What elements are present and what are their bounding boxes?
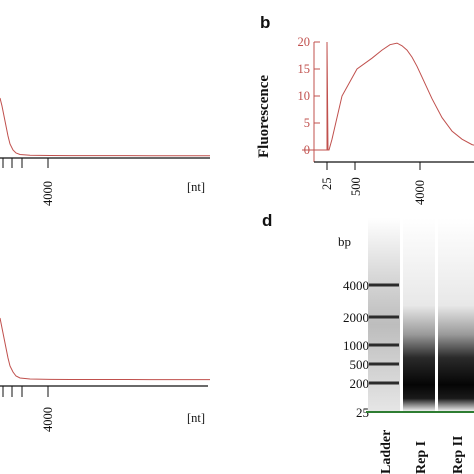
panel-b-tick-label-500: 500 (349, 177, 363, 196)
panel-d-size-unit: bp (338, 234, 351, 249)
lane-label-rep-1: Rep I (414, 441, 429, 474)
panel-b-y-tick-label: 10 (298, 89, 311, 103)
panel-c: 4000 [nt] (0, 317, 210, 432)
panel-c-x-unit: [nt] (187, 411, 205, 425)
ladder-label: 200 (350, 376, 370, 391)
panel-a-x-unit: [nt] (187, 180, 205, 194)
panel-b-y-axis-label: Fluorescence (256, 75, 272, 158)
ladder-labels: 4000 2000 1000 500 200 25 (343, 278, 369, 420)
ladder-label: 25 (356, 405, 369, 420)
panel-a: 4000 [nt] (0, 97, 210, 206)
ladder-label: 2000 (343, 310, 369, 325)
lane-label-rep-2: Rep II (451, 435, 466, 474)
panel-b-y-tick-label: 20 (298, 35, 311, 49)
panel-a-tick-label-4000: 4000 (41, 181, 55, 206)
panel-c-series-line (0, 317, 210, 381)
panel-d: d bp 4000 2000 1000 500 200 25 Ladder Rep I R… (262, 211, 474, 474)
ladder-band (369, 283, 399, 287)
panel-c-tick-label-4000: 4000 (41, 407, 55, 432)
ladder-band (369, 381, 399, 385)
ladder-label: 500 (350, 357, 370, 372)
panel-d-letter: d (262, 211, 272, 230)
gel-lane-rep-2 (438, 218, 474, 412)
panel-b-y-tick-label: 5 (304, 116, 310, 130)
panel-b-letter: b (260, 13, 270, 32)
panel-b-y-tick-label: 15 (298, 62, 311, 76)
panel-b-tick-label-25: 25 (320, 178, 334, 191)
panel-b-series-line (302, 41, 474, 151)
ladder-band (369, 315, 399, 319)
ladder-band (369, 343, 399, 347)
panel-a-series-line (0, 97, 210, 157)
gel-lane-rep-1 (403, 218, 435, 412)
ladder-label: 1000 (343, 338, 369, 353)
ladder-band (369, 362, 399, 366)
lane-label-ladder: Ladder (379, 430, 394, 474)
panel-b-tick-label-4000: 4000 (413, 180, 427, 205)
ladder-bands (369, 283, 399, 385)
ladder-label: 4000 (343, 278, 369, 293)
gel-lane-ladder (368, 218, 400, 412)
